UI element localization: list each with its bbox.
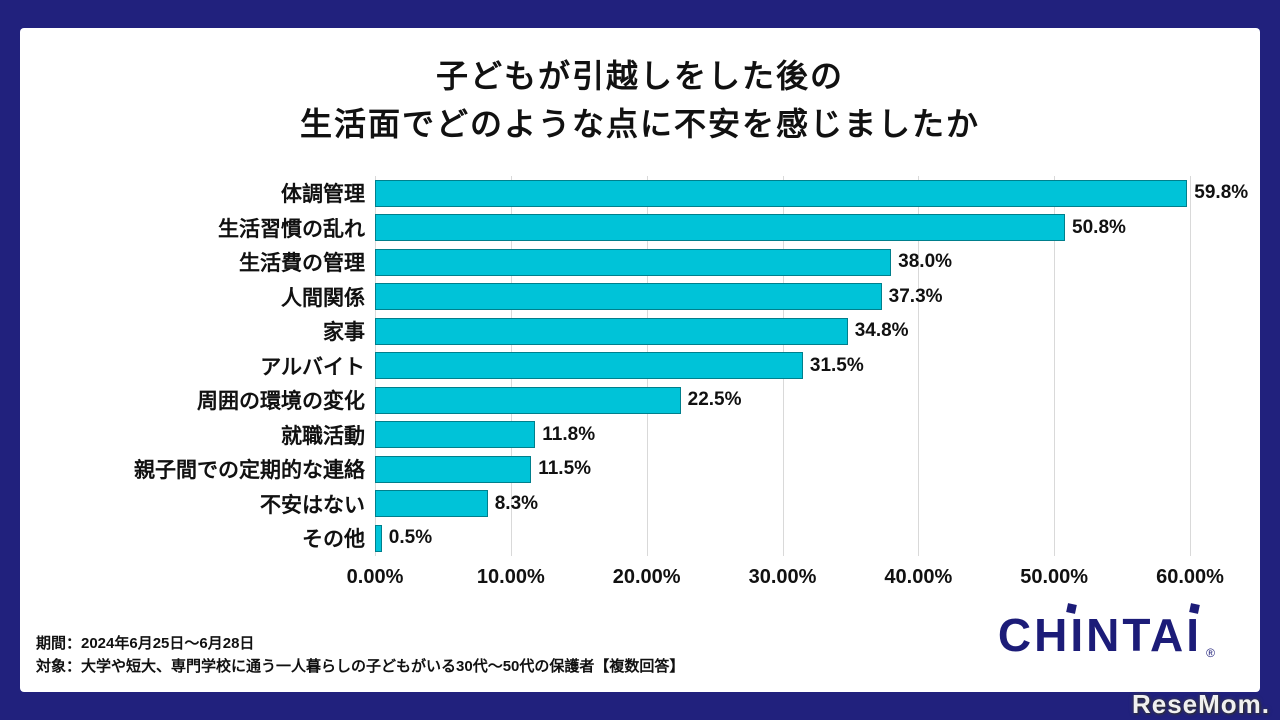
bar-track: 34.8% — [375, 314, 1260, 349]
category-label: その他 — [302, 528, 365, 552]
bar-track: 8.3% — [375, 487, 1260, 522]
bar-track: 22.5% — [375, 383, 1260, 418]
bar-row: 親子間での定期的な連絡 11.5% — [20, 452, 1260, 487]
gridline — [1190, 176, 1191, 556]
registered-mark: ® — [1206, 646, 1218, 660]
bar — [375, 455, 532, 483]
bar-row: 生活習慣の乱れ 50.8% — [20, 211, 1260, 246]
bar-track: 59.8% — [375, 176, 1260, 211]
bar — [375, 248, 892, 276]
resemom-watermark: ReseMom. — [1131, 689, 1270, 719]
bar — [375, 524, 382, 552]
bar — [375, 179, 1188, 207]
value-label: 59.8% — [1194, 182, 1249, 204]
x-tick-label: 60.00% — [1156, 566, 1224, 588]
chintai-logo: CHINTAI ® — [997, 603, 1215, 662]
x-tick-label: 20.00% — [612, 566, 681, 588]
x-tick-label: 50.00% — [1020, 566, 1089, 588]
gridline — [1054, 176, 1056, 556]
bar — [375, 317, 848, 345]
bar-row: その他 0.5% — [20, 521, 1260, 556]
category-label: 人間関係 — [281, 286, 365, 310]
bar — [375, 421, 536, 449]
bar-chart: 体調管理 59.8% 生活習慣の乱れ 50.8% 生活費の管理 38.0% 人間関係 37.3… — [20, 176, 1260, 596]
bar-row: 就職活動 11.8% — [20, 418, 1260, 453]
value-label: 11.8% — [542, 423, 596, 445]
bar-row: 体調管理 59.8% — [20, 176, 1260, 211]
chart-panel: 子どもが引越しをした後の 生活面でどのような点に不安を感じましたか 体調管理 59… — [20, 28, 1260, 692]
bar-row: 生活費の管理 38.0% — [20, 245, 1260, 280]
category-label: 家事 — [323, 321, 365, 345]
gridline — [918, 176, 920, 556]
bar — [375, 283, 882, 311]
bar — [375, 386, 681, 414]
value-label: 34.8% — [854, 320, 909, 342]
bar-track: 0.5% — [375, 521, 1260, 556]
category-label: 不安はない — [260, 493, 365, 517]
value-label: 31.5% — [809, 354, 864, 376]
bar-track: 37.3% — [375, 280, 1260, 315]
bar-row: 家事 34.8% — [20, 314, 1260, 349]
bar — [375, 490, 488, 518]
bar-track: 11.8% — [375, 418, 1260, 453]
category-label: 親子間での定期的な連絡 — [134, 459, 365, 483]
chart-title: 子どもが引越しをした後の 生活面でどのような点に不安を感じましたか — [20, 52, 1260, 148]
bar-track: 38.0% — [375, 245, 1260, 280]
bar-row: 不安はない 8.3% — [20, 487, 1260, 522]
bar-rows: 体調管理 59.8% 生活習慣の乱れ 50.8% 生活費の管理 38.0% 人間関係 37.3… — [20, 176, 1260, 556]
bar — [375, 214, 1066, 242]
value-label: 22.5% — [687, 389, 742, 411]
value-label: 37.3% — [888, 285, 943, 307]
category-label: アルバイト — [260, 355, 365, 379]
value-label: 38.0% — [898, 251, 953, 273]
chintai-logo-dot-icon — [1188, 603, 1200, 614]
x-axis: 0.00% 10.00% 20.00% 30.00% 40.00% 50.00% 60.00… — [20, 566, 1260, 596]
bar-track: 31.5% — [375, 349, 1260, 384]
x-tick-label: 40.00% — [884, 566, 953, 588]
x-tick-label: 0.00% — [346, 566, 404, 588]
category-label: 生活習慣の乱れ — [218, 217, 365, 241]
category-label: 生活費の管理 — [239, 252, 365, 276]
bar-row: アルバイト 31.5% — [20, 349, 1260, 384]
value-label: 8.3% — [494, 492, 539, 514]
survey-period: 期間：2024年6月25日〜6月28日 — [36, 634, 255, 652]
category-label: 体調管理 — [281, 183, 365, 207]
value-label: 50.8% — [1072, 216, 1126, 238]
bar-track: 11.5% — [375, 452, 1260, 487]
x-tick-label: 30.00% — [748, 566, 817, 588]
value-label: 0.5% — [388, 527, 433, 549]
x-tick-label: 10.00% — [476, 566, 545, 588]
chart-title-line2: 生活面でどのような点に不安を感じましたか — [299, 106, 980, 142]
bar-row: 周囲の環境の変化 22.5% — [20, 383, 1260, 418]
survey-target: 対象：大学や短大、専門学校に通う一人暮らしの子どもがいる30代〜50代の保護者【… — [36, 657, 685, 675]
bar — [375, 352, 803, 380]
category-label: 周囲の環境の変化 — [197, 390, 365, 414]
chintai-logo-text: CHINTAI — [997, 609, 1202, 661]
category-label: 就職活動 — [281, 424, 365, 448]
chart-title-line1: 子どもが引越しをした後の — [435, 58, 844, 94]
bar-row: 人間関係 37.3% — [20, 280, 1260, 315]
bar-track: 50.8% — [375, 211, 1260, 246]
value-label: 11.5% — [538, 458, 592, 480]
source-note: 期間：2024年6月25日〜6月28日 対象：大学や短大、専門学校に通う一人暮ら… — [36, 632, 684, 679]
